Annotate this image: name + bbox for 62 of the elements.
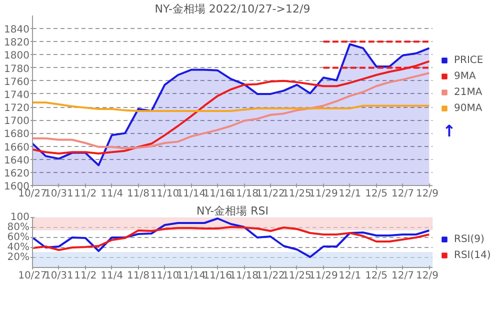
x-tick-label: 11/29 (309, 188, 338, 200)
x-tick-label: 12/1 (338, 188, 362, 200)
y-tick-label: 1740 (4, 90, 30, 101)
x-tick-label: 11/25 (282, 188, 312, 200)
x-tick-label: 11/2 (74, 188, 97, 200)
legend-label: RSI(14) (454, 250, 491, 260)
x-tick-label: 11/10 (150, 270, 180, 282)
y-tick-label: 40% (7, 242, 30, 253)
y-tick-label: 100 (10, 212, 30, 223)
x-tick-label: 12/7 (392, 188, 414, 200)
y-tick-label: 1800 (4, 50, 30, 62)
line-series (32, 72, 430, 150)
x-tick-label: 10/31 (44, 270, 74, 282)
line-series (32, 218, 430, 258)
x-tick-label: 11/18 (230, 270, 258, 282)
x-tick-label: 12/9 (416, 270, 439, 282)
y-tick-label: 1640 (4, 155, 30, 166)
line-series (32, 226, 430, 251)
x-tick-label: 12/9 (416, 188, 439, 200)
y-tick-label: 1620 (4, 168, 30, 180)
y-tick-label: 1720 (4, 103, 30, 114)
x-tick-label: 11/8 (127, 188, 150, 200)
x-tick-label: 12/1 (338, 270, 362, 282)
y-tick-label: 80% (7, 222, 30, 233)
legend-label: 9MA (454, 70, 476, 82)
x-tick-label: 11/2 (74, 270, 97, 282)
chart-title: NY-金相場 2022/10/27->12/9 (154, 2, 310, 16)
x-tick-label: 10/27 (18, 270, 47, 282)
x-tick-label: 11/14 (176, 270, 206, 282)
x-tick-label: 11/29 (309, 270, 338, 282)
legend-label: 90MA (454, 102, 482, 114)
x-tick-label: 11/4 (100, 270, 124, 282)
y-tick-label: 1680 (4, 129, 30, 140)
x-tick-label: 11/8 (127, 270, 150, 282)
x-tick-label: 12/5 (365, 270, 388, 282)
x-tick-label: 11/10 (150, 188, 180, 200)
line-series (32, 101, 430, 112)
x-tick-label: 12/7 (392, 270, 414, 282)
chart-title: NY-金相場 RSI (196, 204, 268, 218)
text: ↑ (442, 122, 456, 140)
x-tick-label: 11/22 (256, 270, 285, 282)
x-tick-label: 11/16 (203, 270, 232, 282)
y-tick-label: 20% (7, 252, 30, 263)
legend-label: 21MA (454, 86, 482, 98)
x-tick-label: 11/4 (100, 188, 124, 200)
x-tick-label: 11/25 (282, 270, 312, 282)
y-tick-label: 1760 (4, 76, 30, 88)
line-series (32, 60, 430, 154)
y-tick-label: 1660 (4, 142, 30, 154)
x-tick-label: 10/31 (44, 188, 74, 200)
y-tick-label: 60% (7, 232, 30, 243)
x-tick-label: 11/22 (256, 188, 285, 200)
x-tick-label: 12/5 (365, 188, 388, 200)
y-tick-label: 1700 (4, 116, 30, 128)
legend-label: PRICE (454, 54, 484, 66)
x-tick-label: 11/14 (176, 188, 206, 200)
y-tick-label: 1820 (4, 38, 30, 49)
y-tick-label: 1840 (4, 24, 30, 36)
x-tick-label: 11/18 (230, 188, 258, 200)
legend-label: RSI(9) (454, 234, 484, 244)
x-tick-label: 11/16 (203, 188, 232, 200)
y-tick-label: 1780 (4, 64, 30, 75)
